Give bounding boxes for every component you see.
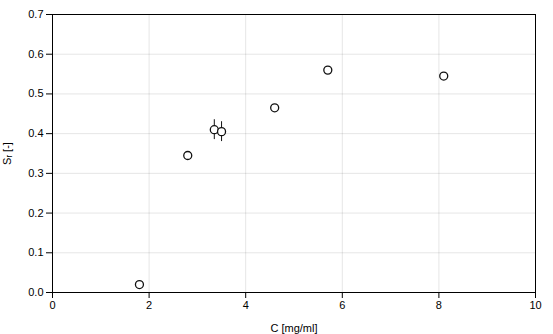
svg-text:0.4: 0.4	[28, 127, 43, 139]
svg-text:C [mg/ml]: C [mg/ml]	[270, 322, 317, 334]
svg-text:0.3: 0.3	[28, 167, 43, 179]
svg-text:0.5: 0.5	[28, 87, 43, 99]
svg-text:8: 8	[436, 299, 442, 311]
svg-text:2: 2	[146, 299, 152, 311]
svg-text:Sᵣ [-]: Sᵣ [-]	[1, 142, 13, 165]
svg-text:0.6: 0.6	[28, 48, 43, 60]
svg-text:0.7: 0.7	[28, 8, 43, 20]
svg-text:0.1: 0.1	[28, 246, 43, 258]
svg-text:0.0: 0.0	[28, 286, 43, 298]
svg-text:0.2: 0.2	[28, 207, 43, 219]
svg-text:0: 0	[49, 299, 55, 311]
svg-text:4: 4	[243, 299, 249, 311]
svg-text:6: 6	[339, 299, 345, 311]
svg-text:10: 10	[529, 299, 541, 311]
